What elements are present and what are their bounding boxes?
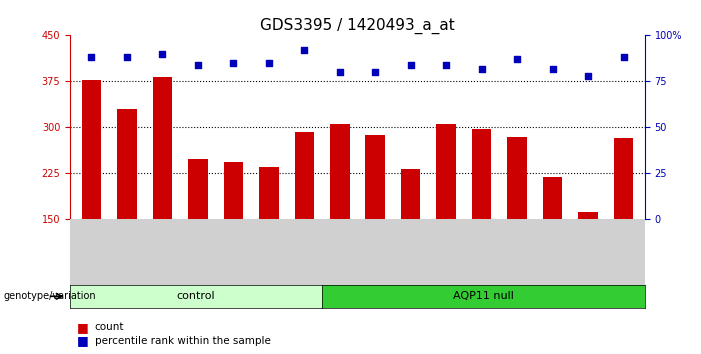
Bar <box>330 124 350 219</box>
Point <box>512 57 523 62</box>
Bar <box>259 167 278 219</box>
Bar <box>472 129 491 219</box>
Text: ■: ■ <box>77 321 89 334</box>
Point <box>192 62 203 68</box>
Text: control: control <box>177 291 215 302</box>
Point <box>405 62 416 68</box>
Text: AQP11 null: AQP11 null <box>453 291 514 302</box>
Bar <box>294 132 314 219</box>
Point <box>618 55 629 60</box>
Bar <box>188 159 207 219</box>
Point <box>263 60 274 66</box>
Point <box>157 51 168 57</box>
Point <box>121 55 132 60</box>
Point <box>299 47 310 53</box>
Point <box>86 55 97 60</box>
Bar <box>153 76 172 219</box>
Bar <box>543 177 562 219</box>
Bar <box>81 80 101 219</box>
Title: GDS3395 / 1420493_a_at: GDS3395 / 1420493_a_at <box>260 18 455 34</box>
Bar <box>401 169 421 219</box>
Text: count: count <box>95 322 124 332</box>
Text: genotype/variation: genotype/variation <box>4 291 96 301</box>
Bar <box>224 162 243 219</box>
Bar <box>578 212 598 219</box>
Text: percentile rank within the sample: percentile rank within the sample <box>95 336 271 346</box>
Bar <box>117 109 137 219</box>
Bar <box>365 136 385 219</box>
Point <box>476 66 487 72</box>
Bar <box>614 138 634 219</box>
Bar <box>437 124 456 219</box>
Point <box>228 60 239 66</box>
Text: ■: ■ <box>77 334 89 347</box>
Point <box>334 69 346 75</box>
Bar <box>508 137 527 219</box>
Point <box>369 69 381 75</box>
Point <box>441 62 452 68</box>
Point <box>583 73 594 79</box>
Point <box>547 66 558 72</box>
